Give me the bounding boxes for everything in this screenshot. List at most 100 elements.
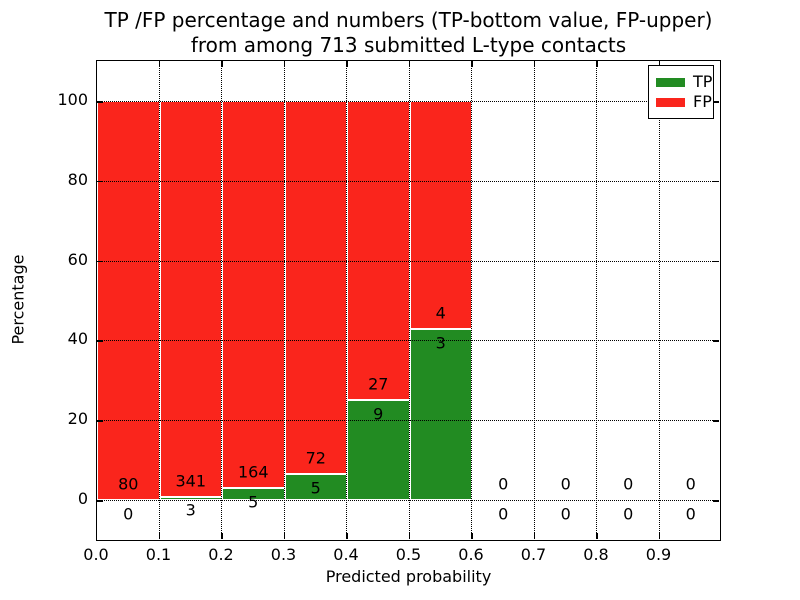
gridline-horizontal [97,340,719,342]
y-tick-mark [713,500,719,502]
bar-labels-layer: 80 0 341 3 164 5 72 5 27 9 4 3 0 0 0 0 0 0 0 0 [97,61,719,539]
y-tick-mark [97,180,103,183]
gridline-vertical [283,61,285,539]
y-tick-label: 100 [57,90,88,109]
bar-label-fp-count: 27 [368,374,389,394]
y-tick-mark [713,260,719,263]
bar-label-tp-count: 3 [435,333,446,353]
x-tick-mark [158,533,160,539]
y-tick-label: 0 [77,489,88,508]
x-tick-label: 0.3 [270,545,297,564]
x-axis-label: Predicted probability [325,567,492,586]
gridline-vertical [471,61,472,539]
bar-segment-tp [347,400,410,500]
x-tick-label: 0.8 [583,545,609,564]
bar-label-fp-count: 0 [498,474,509,494]
x-tick-mark [158,61,160,67]
gridline-horizontal [97,260,719,262]
x-tick-mark [658,533,660,539]
grid-layer [97,61,719,539]
x-tick-mark [533,533,535,539]
x-tick-mark [346,533,348,539]
x-tick-mark [596,61,598,67]
gridline-horizontal [97,420,719,422]
ticks-layer [97,61,719,539]
x-tick-label: 0.2 [208,545,234,564]
gridline-vertical [658,61,660,539]
bar-label-fp-count: 0 [623,474,634,494]
gridline-horizontal [97,101,719,102]
bar-segment-fp [347,101,410,401]
bar-label-fp-count: 0 [560,474,571,494]
x-tick-mark [346,61,348,67]
y-tick-mark [97,500,103,502]
bar-label-fp-count: 72 [305,448,326,468]
y-tick-mark [713,180,719,183]
bar-label-tp-count: 5 [310,478,321,498]
gridline-horizontal [97,500,719,501]
legend: TP FP [648,65,714,119]
gridline-vertical [158,61,160,539]
x-tick-mark [533,61,535,67]
bar-label-fp-count: 80 [118,474,139,494]
bar-label-fp-count: 341 [175,471,207,491]
bar-label-tp-count: 3 [185,500,196,520]
bar-label-fp-count: 164 [237,462,269,482]
chart-title: TP /FP percentage and numbers (TP-bottom… [96,8,721,58]
x-tick-mark [471,533,473,539]
x-tick-label: 0.1 [145,545,172,564]
y-tick-mark [97,420,103,422]
x-tick-mark [283,533,285,539]
legend-label-tp: TP [693,72,713,91]
y-tick-mark [713,101,719,103]
bar-label-tp-count: 0 [560,504,571,524]
x-tick-mark [221,533,223,539]
x-tick-label: 0.7 [520,545,547,564]
gridline-vertical [346,61,347,539]
x-tick-mark [658,61,660,67]
bars-layer [97,61,719,539]
x-tick-label: 0.5 [395,545,422,564]
y-tick-mark [97,340,103,342]
bar-segment-fp [97,101,160,500]
bar-segment-fp [409,101,472,329]
bar-label-fp-count: 0 [685,474,696,494]
bar-segment-fp [159,101,222,497]
bar-label-tp-count: 0 [498,504,509,524]
y-tick-label: 60 [67,249,88,269]
bar-segment-tp [409,328,472,500]
plot-area: 80 0 341 3 164 5 72 5 27 9 4 3 0 0 0 0 0 0 0 0 TP FP [96,60,721,541]
y-tick-mark [713,340,719,342]
y-tick-mark [713,420,719,422]
y-tick-mark [97,260,103,263]
legend-label-fp: FP [693,92,712,111]
bar-segment-tp [284,474,347,500]
bar-segment-fp [284,101,347,475]
gridline-vertical [408,61,410,539]
fp-color-swatch [656,97,685,107]
bar-label-tp-count: 9 [373,404,384,424]
x-tick-label: 0.0 [83,545,109,564]
x-tick-mark [471,61,473,67]
y-axis-label: Percentage [8,254,28,345]
bar-label-tp-count: 0 [685,504,696,524]
y-tick-label: 80 [67,169,88,189]
gridline-vertical [221,61,222,539]
tp-color-swatch [656,77,685,87]
legend-item-fp: FP [656,92,713,112]
x-tick-mark [283,61,285,67]
chart-title-line2: from among 713 submitted L-type contacts [190,33,627,57]
bar-label-tp-count: 5 [248,492,259,512]
x-tick-mark [408,61,410,67]
bar-label-tp-count: 0 [623,504,634,524]
bar-segment-fp [222,101,285,489]
x-tick-mark [221,61,223,67]
y-tick-label: 40 [67,329,88,349]
legend-item-tp: TP [656,72,713,92]
y-tick-label: 20 [67,409,88,429]
gridline-vertical [533,61,535,539]
x-tick-mark [596,533,598,539]
y-tick-mark [97,101,103,103]
x-tick-label: 0.9 [645,545,672,564]
